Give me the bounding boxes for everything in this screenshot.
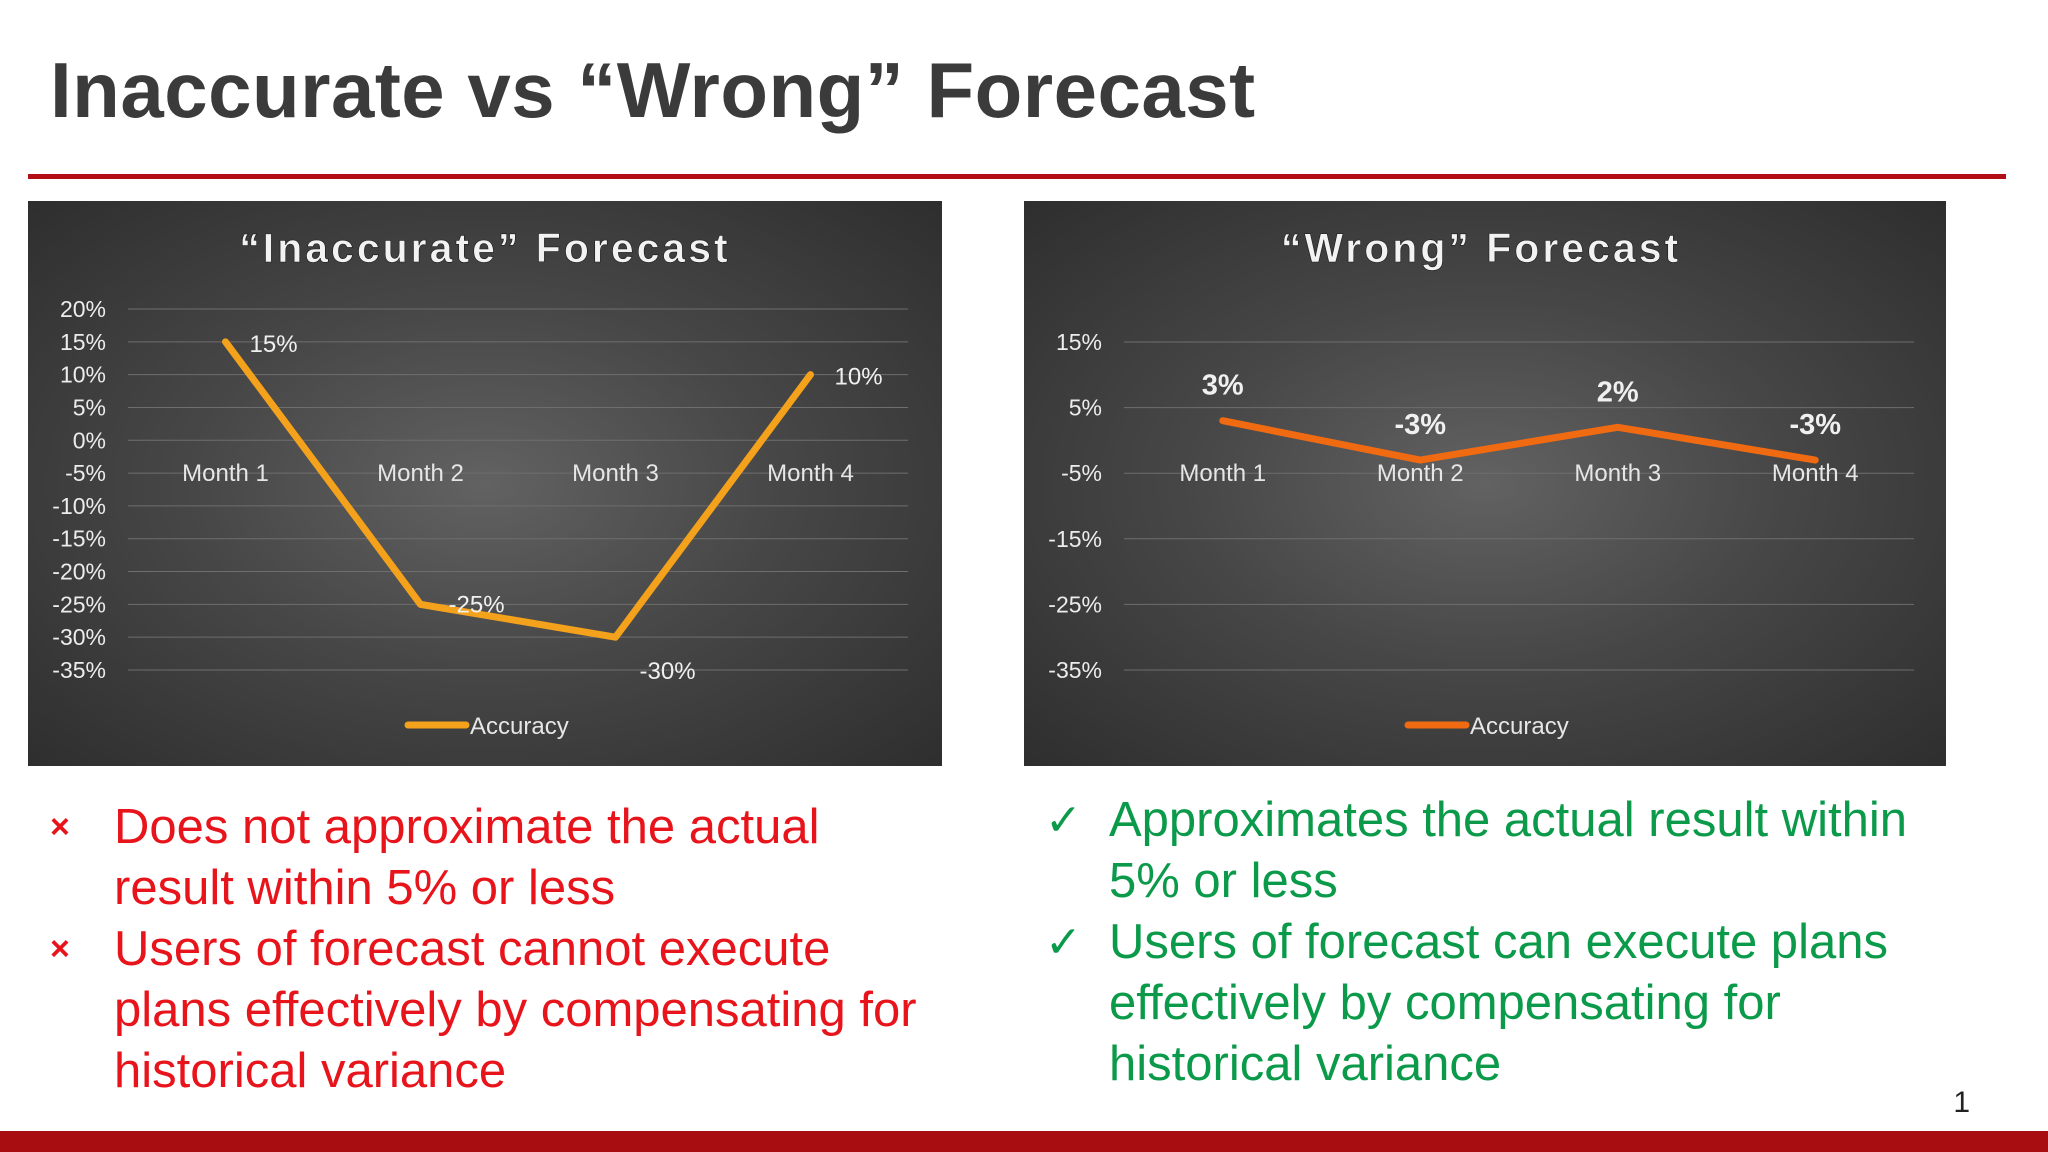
y-tick-label: -5% xyxy=(65,460,106,486)
wrong-bullet-item: ✓ Users of forecast can execute plans ef… xyxy=(1045,912,1945,1095)
inaccurate-forecast-chart: “Inaccurate” Forecast 20% 15% 10% 5% 0% -5% -10… xyxy=(28,201,942,766)
data-label: -3% xyxy=(1789,409,1841,441)
inaccurate-forecast-chart-svg: “Inaccurate” Forecast 20% 15% 10% 5% 0% -5% -10… xyxy=(52,225,908,740)
inaccurate-bullet-text: Does not approximate the actual result w… xyxy=(114,800,820,915)
x-category-label: Month 2 xyxy=(1377,460,1464,487)
data-label: -30% xyxy=(640,658,696,685)
page-number: 1 xyxy=(1953,1086,1970,1119)
check-mark-icon: ✓ xyxy=(1045,918,1082,967)
y-tick-label: -10% xyxy=(52,493,106,519)
title-divider xyxy=(28,174,2006,179)
y-tick-label: 15% xyxy=(1056,329,1102,355)
chart-title: “Wrong” Forecast xyxy=(1281,225,1681,271)
x-category-label: Month 4 xyxy=(767,460,854,487)
footer-bar xyxy=(0,1131,2048,1152)
x-category-label: Month 1 xyxy=(182,460,269,487)
legend-label: Accuracy xyxy=(470,713,569,740)
y-tick-label: 15% xyxy=(60,329,106,355)
y-tick-label: -30% xyxy=(52,624,106,650)
x-mark-icon: × xyxy=(50,930,70,968)
y-tick-label: 5% xyxy=(1069,395,1102,421)
chart-title: “Inaccurate” Forecast xyxy=(239,225,730,271)
data-label: 15% xyxy=(250,331,298,358)
y-tick-label: -20% xyxy=(52,559,106,585)
y-tick-label: -15% xyxy=(1048,526,1102,552)
data-label: 3% xyxy=(1202,370,1244,402)
data-label: 2% xyxy=(1597,376,1639,408)
y-tick-label: -35% xyxy=(1048,657,1102,683)
y-tick-label: -5% xyxy=(1061,460,1102,486)
accuracy-series-line xyxy=(222,338,814,641)
y-tick-label: 10% xyxy=(60,362,106,388)
data-label: -25% xyxy=(449,591,505,618)
wrong-bullet-item: ✓ Approximates the actual result within … xyxy=(1045,790,1945,912)
x-category-label: Month 3 xyxy=(1574,460,1661,487)
y-tick-label: -25% xyxy=(52,591,106,617)
y-tick-label: -25% xyxy=(1048,591,1102,617)
y-tick-label: 0% xyxy=(73,427,106,453)
legend-label: Accuracy xyxy=(1470,713,1569,740)
inaccurate-bullet-item: × Does not approximate the actual result… xyxy=(50,797,950,919)
wrong-bullet-list: ✓ Approximates the actual result within … xyxy=(1045,790,1945,1095)
data-label: -3% xyxy=(1394,409,1446,441)
inaccurate-bullet-text: Users of forecast cannot execute plans e… xyxy=(114,922,917,1098)
y-tick-label: -15% xyxy=(52,526,106,552)
x-category-label: Month 3 xyxy=(572,460,659,487)
accuracy-series-line xyxy=(1219,417,1819,464)
check-mark-icon: ✓ xyxy=(1045,796,1082,845)
x-mark-icon: × xyxy=(50,808,70,846)
y-tick-label: -35% xyxy=(52,657,106,683)
inaccurate-bullet-list: × Does not approximate the actual result… xyxy=(50,797,950,1102)
x-category-label: Month 4 xyxy=(1772,460,1859,487)
x-category-label: Month 2 xyxy=(377,460,464,487)
x-category-label: Month 1 xyxy=(1179,460,1266,487)
inaccurate-bullet-item: × Users of forecast cannot execute plans… xyxy=(50,919,950,1102)
y-tick-label: 20% xyxy=(60,296,106,322)
wrong-bullet-text: Approximates the actual result within 5%… xyxy=(1109,793,1907,908)
wrong-forecast-chart-svg: “Wrong” Forecast 15% 5% -5% -15% -25% -35% Mont… xyxy=(1048,225,1914,740)
slide-title: Inaccurate vs “Wrong” Forecast xyxy=(50,46,1256,134)
y-tick-label: 5% xyxy=(73,394,106,420)
wrong-forecast-chart: “Wrong” Forecast 15% 5% -5% -15% -25% -35% Mont… xyxy=(1024,201,1946,766)
wrong-bullet-text: Users of forecast can execute plans effe… xyxy=(1109,915,1888,1091)
data-label: 10% xyxy=(835,364,883,391)
